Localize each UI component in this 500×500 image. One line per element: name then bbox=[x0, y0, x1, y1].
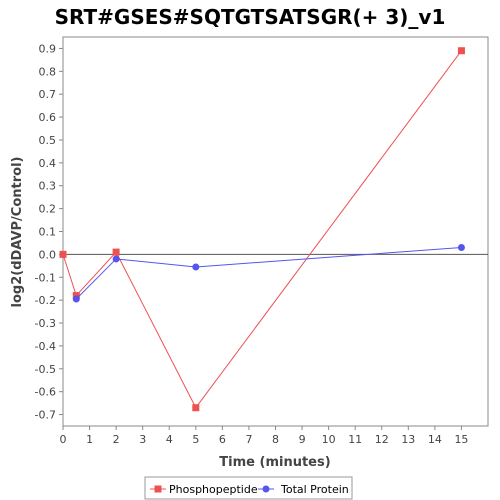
legend-marker bbox=[262, 485, 270, 493]
y-tick-label: 0.3 bbox=[39, 180, 57, 193]
x-tick-label: 9 bbox=[299, 433, 306, 446]
x-tick-label: 4 bbox=[166, 433, 173, 446]
y-tick-label: 0.6 bbox=[39, 111, 57, 124]
y-tick-label: -0.5 bbox=[35, 363, 56, 376]
x-tick-label: 15 bbox=[454, 433, 468, 446]
legend-label: Total Protein bbox=[280, 483, 349, 496]
legend-marker bbox=[154, 485, 162, 493]
chart-title: SRT#GSES#SQTGTSATSGR(+ 3)_v1 bbox=[55, 5, 446, 29]
x-tick-label: 0 bbox=[60, 433, 67, 446]
data-point bbox=[457, 47, 465, 55]
x-tick-label: 13 bbox=[401, 433, 415, 446]
data-point bbox=[457, 244, 465, 252]
y-tick-label: 0.8 bbox=[39, 65, 57, 78]
data-point bbox=[192, 404, 200, 412]
y-tick-label: -0.3 bbox=[35, 317, 56, 330]
data-point bbox=[192, 263, 200, 271]
x-tick-label: 5 bbox=[192, 433, 199, 446]
x-tick-label: 12 bbox=[375, 433, 389, 446]
y-tick-label: 0.7 bbox=[39, 88, 57, 101]
y-axis: -0.7 -0.6 -0.5 -0.4 -0.3 -0.2 -0.1 0.0 0.1 0.2 0.3… bbox=[35, 42, 63, 422]
data-point bbox=[59, 250, 67, 258]
data-point bbox=[72, 295, 80, 303]
y-tick-label: 0.1 bbox=[39, 226, 57, 239]
data-point bbox=[112, 248, 120, 256]
x-tick-label: 7 bbox=[245, 433, 252, 446]
legend: Phosphopeptide Total Protein bbox=[144, 476, 353, 500]
x-axis: 0 1 2 3 4 5 6 7 8 9 10 11 12 13 14 15 bbox=[60, 426, 468, 446]
x-tick-label: 10 bbox=[322, 433, 336, 446]
y-tick-label: -0.2 bbox=[35, 294, 56, 307]
legend-frame bbox=[144, 476, 353, 500]
y-tick-label: 0.9 bbox=[39, 42, 57, 55]
y-tick-label: -0.4 bbox=[35, 340, 56, 353]
series-layer bbox=[59, 47, 465, 412]
y-tick-label: 0.4 bbox=[39, 157, 57, 170]
x-tick-label: 6 bbox=[219, 433, 226, 446]
data-point bbox=[112, 255, 120, 263]
y-tick-label: 0.0 bbox=[39, 248, 57, 261]
legend-label: Phosphopeptide bbox=[169, 483, 258, 496]
y-tick-label: -0.7 bbox=[35, 409, 56, 422]
series-total-protein bbox=[72, 244, 465, 303]
y-tick-label: -0.6 bbox=[35, 386, 56, 399]
y-tick-label: 0.2 bbox=[39, 203, 57, 216]
x-tick-label: 2 bbox=[113, 433, 120, 446]
x-axis-title: Time (minutes) bbox=[219, 455, 330, 470]
x-tick-label: 1 bbox=[86, 433, 93, 446]
plot-area bbox=[62, 36, 489, 427]
x-tick-label: 3 bbox=[139, 433, 146, 446]
y-axis-title: log2(dDAVP/Control) bbox=[10, 157, 25, 308]
y-tick-label: -0.1 bbox=[35, 271, 56, 284]
x-tick-label: 14 bbox=[428, 433, 442, 446]
series-line bbox=[75, 247, 462, 300]
y-tick-label: 0.5 bbox=[39, 134, 57, 147]
x-tick-label: 11 bbox=[348, 433, 362, 446]
x-tick-label: 8 bbox=[272, 433, 279, 446]
